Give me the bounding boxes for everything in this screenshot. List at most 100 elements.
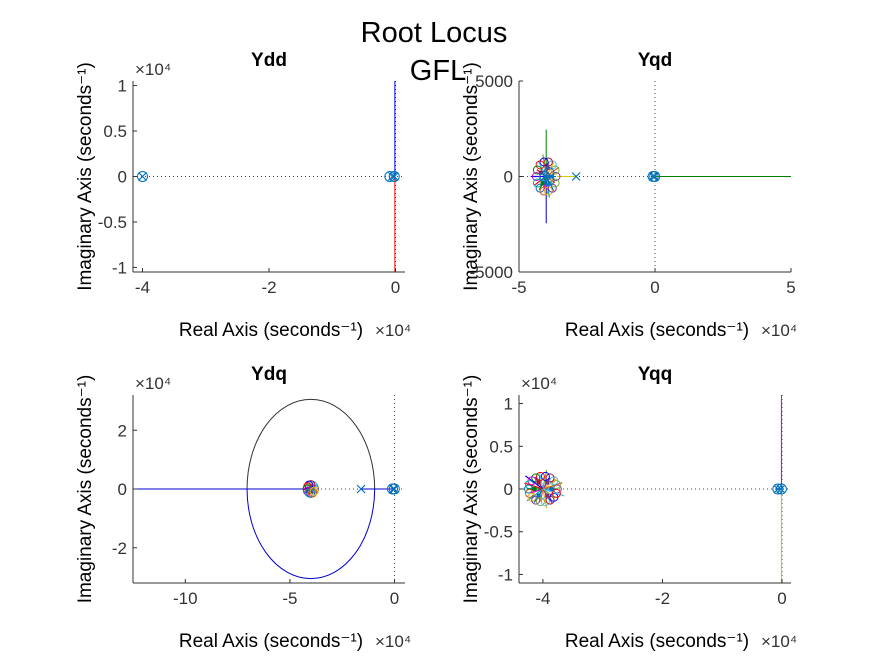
locus-segment [542,488,555,499]
x-axis-multiplier: ×10⁴ [761,632,797,651]
locus-segment [542,488,548,509]
locus-segment [530,488,544,494]
locus-segment [542,469,548,490]
x-axis-label: Real Axis (seconds⁻¹) [179,631,363,652]
pole-marker [388,484,398,494]
zero-marker [308,488,318,498]
x-axis-multiplier: ×10⁴ [761,321,797,340]
locus-dot [545,480,550,485]
x-tick-label: -4 [535,589,550,608]
x-tick-label: 0 [777,589,786,608]
zero-marker [388,171,400,182]
subplot-title: Ydq [251,364,287,385]
pole-marker [389,484,399,494]
pole-marker [389,172,399,181]
y-tick-label: 0 [504,168,513,187]
y-axis-multiplier: ×10⁴ [135,374,171,393]
y-tick-label: -5000 [470,263,513,282]
zero-marker [545,473,555,483]
x-tick-label: 0 [390,589,399,608]
zero-marker [543,174,555,186]
subplot-yqq: Yqq Real Axis (seconds⁻¹) Imaginary Axis… [461,364,797,652]
subplot-title: Yqd [638,50,672,71]
y-tick-label: -1 [112,258,127,277]
y-tick-label: -0.5 [484,523,513,542]
zero-marker [136,171,148,182]
x-tick-label: -10 [173,589,198,608]
x-tick-label: -5 [511,278,526,297]
pole-marker [776,484,786,494]
zero-marker [531,172,541,181]
locus-dot [540,181,545,186]
locus-dot [532,487,537,491]
pole-marker [387,172,397,181]
subplot-ydq: Ydq Real Axis (seconds⁻¹) Imaginary Axis… [75,364,411,652]
locus-dot [549,487,554,491]
zero-marker [309,486,319,496]
locus-segment [310,488,316,493]
y-tick-label: 0 [118,480,127,499]
x-axis-multiplier: ×10⁴ [375,632,411,651]
pole-marker [138,172,147,181]
zero-marker [551,488,561,498]
x-tick-label: 0 [650,278,659,297]
zero-marker [535,160,545,170]
subplot-ydd: Ydd Real Axis (seconds⁻¹) Imaginary Axis… [75,50,411,341]
y-tick-label: -2 [112,539,127,558]
subplot-title: Ydd [251,50,287,71]
y-tick-label: -0.5 [98,213,127,232]
y-tick-label: 2 [118,421,127,440]
x-tick-label: -4 [135,278,150,297]
locus-dot [536,480,541,485]
zero-marker [535,497,545,507]
data-layer [133,398,400,580]
locus-dot [547,181,552,186]
pole-marker [648,172,658,181]
x-tick-label: -2 [655,589,670,608]
zero-marker [540,471,550,481]
subplot-title: Yqq [638,364,672,385]
locus-dot [536,493,541,498]
locus-segment [542,488,565,497]
y-tick-label: 0.5 [103,122,127,141]
x-axis-multiplier: ×10⁴ [375,321,411,340]
locus-dot [308,489,313,494]
zero-marker [649,171,661,182]
zero-marker [531,495,541,505]
y-tick-label: 0.5 [489,437,513,456]
locus-segment [542,478,557,490]
zero-marker [543,167,555,179]
zero-marker [535,471,545,481]
locus-dot [545,493,550,498]
y-tick-label: 0 [118,168,127,187]
figure-subtitle: GFL [410,55,466,87]
data-layer [530,129,791,224]
y-axis-multiplier: ×10⁴ [521,374,557,393]
zero-marker [532,165,542,175]
x-axis-label: Real Axis (seconds⁻¹) [565,320,749,341]
y-axis-label: Imaginary Axis (seconds⁻¹) [461,62,482,291]
y-axis-label: Imaginary Axis (seconds⁻¹) [75,375,96,604]
zero-marker [775,483,787,495]
data-layer [136,81,400,272]
locus-segment [539,472,544,490]
x-axis-label: Real Axis (seconds⁻¹) [565,631,749,652]
pole-marker [356,484,366,494]
zero-marker [388,483,400,495]
locus-branch-upper [246,398,376,490]
x-tick-label: 0 [391,278,400,297]
locus-dot [308,484,313,489]
zero-marker [550,165,560,175]
pole-marker [650,172,660,181]
y-tick-label: 0 [504,480,513,499]
y-tick-label: 1 [504,395,513,414]
zero-marker [550,178,560,188]
x-axis-label: Real Axis (seconds⁻¹) [179,320,363,341]
x-tick-label: -2 [261,278,276,297]
subplot-yqd: Yqd Real Axis (seconds⁻¹) Imaginary Axis… [461,50,797,341]
y-axis-multiplier: ×10⁴ [135,60,171,79]
pole-marker [773,484,783,494]
y-axis-label: Imaginary Axis (seconds⁻¹) [75,62,96,291]
locus-segment [537,161,547,177]
